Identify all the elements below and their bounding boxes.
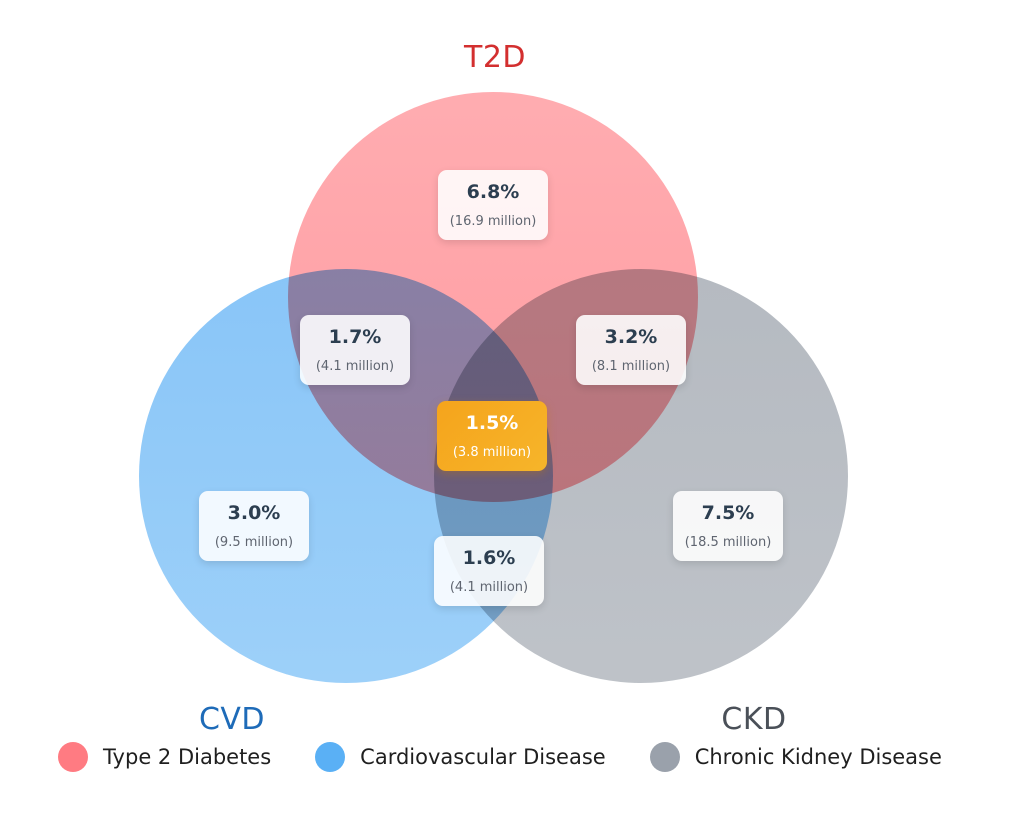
region-percent: 1.7% [328, 326, 382, 348]
set-title-ckd: CKD [721, 702, 787, 737]
set-circle-t2d [288, 92, 698, 502]
legend-label: Chronic Kidney Disease [694, 745, 942, 769]
legend-swatch-ckd [649, 742, 680, 772]
region-count: (4.1 million) [315, 359, 395, 374]
region-count: (16.9 million) [449, 214, 537, 229]
region-percent: 6.8% [466, 181, 520, 203]
legend-item-t2d: Type 2 Diabetes [58, 742, 271, 772]
region-label-t2d-ckd: 3.2% (8.1 million) [576, 315, 686, 385]
legend-item-cvd: Cardiovascular Disease [315, 742, 606, 772]
region-count: (3.8 million) [452, 445, 532, 460]
legend-label: Cardiovascular Disease [360, 745, 606, 769]
region-label-all-three: 1.5% (3.8 million) [437, 401, 547, 471]
region-percent: 3.0% [227, 502, 281, 524]
region-label-t2d-cvd: 1.7% (4.1 million) [300, 315, 410, 385]
region-percent: 3.2% [604, 326, 658, 348]
region-label-cvd-only: 3.0% (9.5 million) [199, 491, 309, 561]
legend: Type 2 Diabetes Cardiovascular Disease C… [58, 742, 986, 772]
region-label-t2d-only: 6.8% (16.9 million) [438, 170, 548, 240]
region-label-cvd-ckd: 1.6% (4.1 million) [434, 536, 544, 606]
legend-label: Type 2 Diabetes [103, 745, 272, 769]
set-title-cvd: CVD [198, 702, 266, 737]
region-label-ckd-only: 7.5% (18.5 million) [673, 491, 783, 561]
region-count: (9.5 million) [214, 535, 294, 550]
region-percent: 1.5% [465, 412, 519, 434]
legend-swatch-cvd [315, 742, 346, 772]
legend-item-ckd: Chronic Kidney Disease [649, 742, 942, 772]
legend-swatch-t2d [58, 742, 88, 772]
region-count: (8.1 million) [591, 359, 671, 374]
region-percent: 7.5% [701, 502, 755, 524]
region-count: (4.1 million) [449, 580, 529, 595]
region-count: (18.5 million) [684, 535, 772, 550]
region-percent: 1.6% [462, 547, 516, 569]
set-title-t2d: T2D [463, 40, 527, 75]
